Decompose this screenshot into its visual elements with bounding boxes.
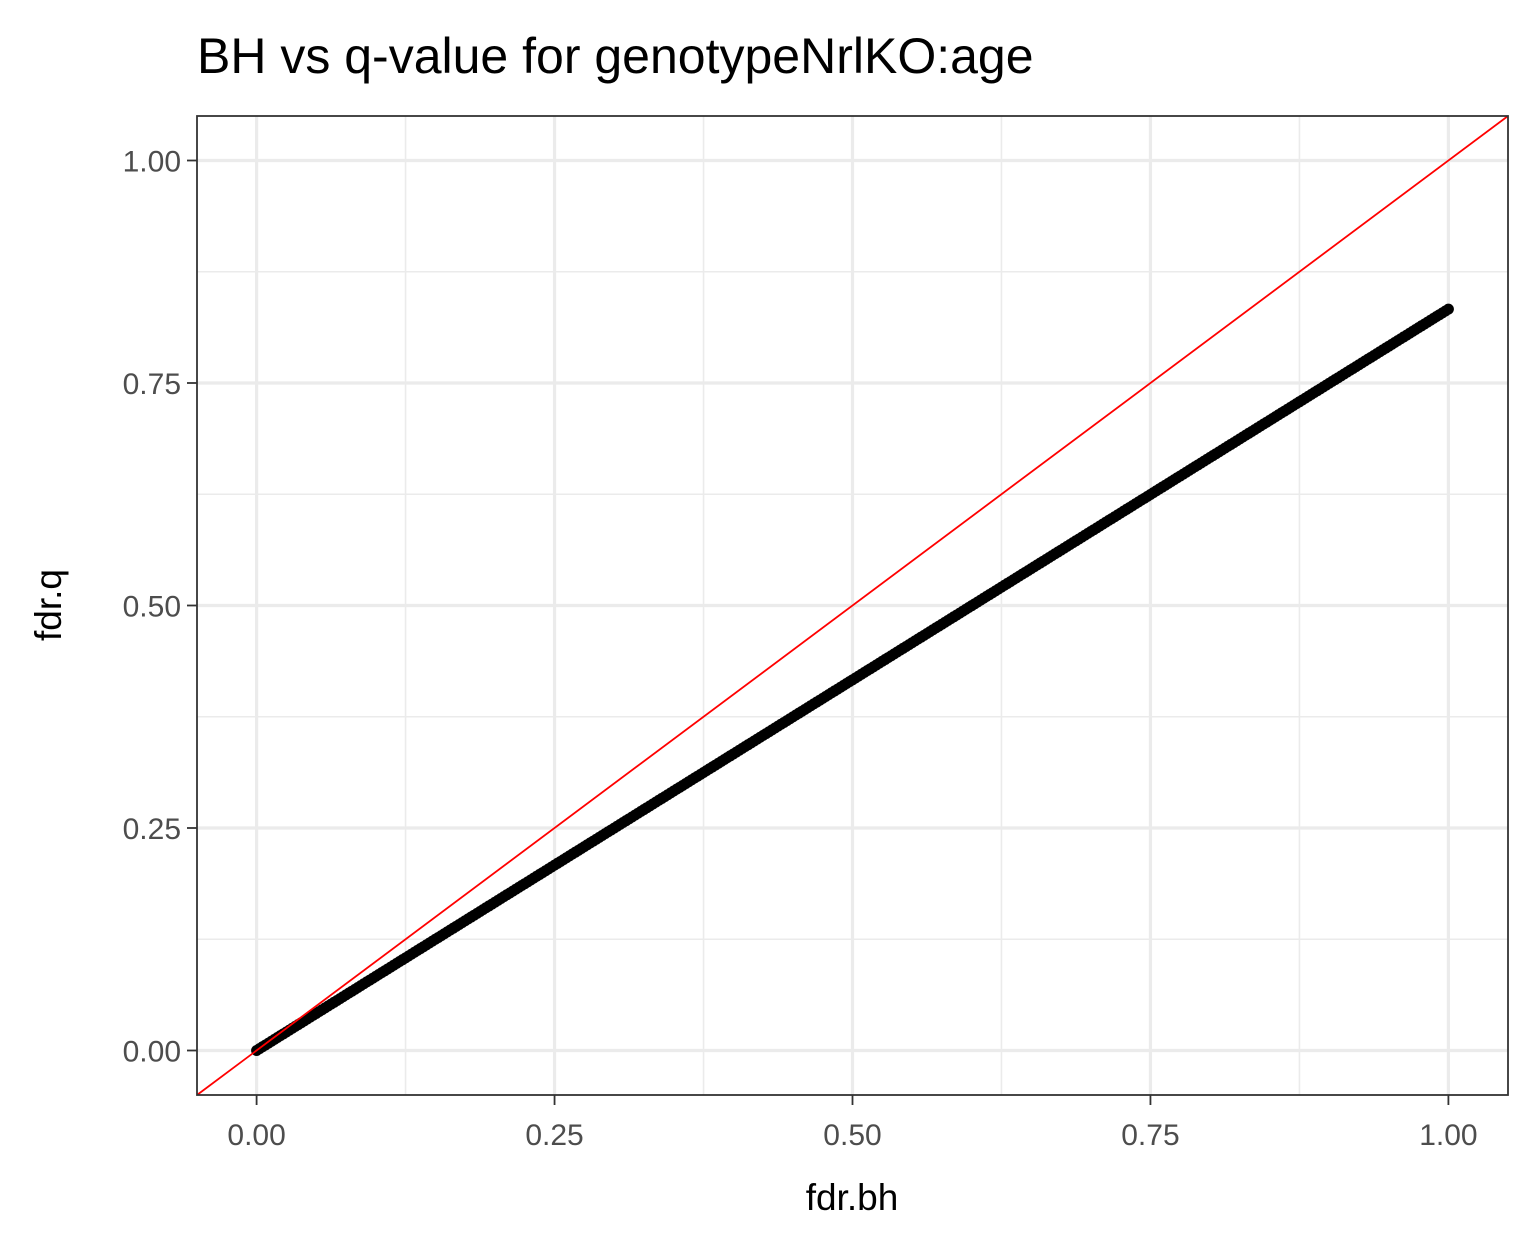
x-axis-ticks: 0.00 0.25 0.50 0.75 1.00 bbox=[227, 1095, 1478, 1152]
identity-reference-line bbox=[196, 115, 1509, 1096]
y-tick-label-1: 0.25 bbox=[123, 813, 181, 846]
y-tick-label-3: 0.75 bbox=[123, 368, 181, 401]
x-tick-label-3: 0.75 bbox=[1121, 1119, 1179, 1152]
chart-title: BH vs q-value for genotypeNrlKO:age bbox=[197, 28, 1034, 84]
y-tick-label-2: 0.50 bbox=[123, 591, 181, 624]
y-axis-ticks: 0.00 0.25 0.50 0.75 1.00 bbox=[123, 146, 197, 1069]
y-tick-label-4: 1.00 bbox=[123, 146, 181, 179]
y-tick-label-0: 0.00 bbox=[123, 1036, 181, 1069]
x-tick-label-4: 1.00 bbox=[1419, 1119, 1477, 1152]
x-axis-title: fdr.bh bbox=[806, 1177, 899, 1218]
x-tick-label-2: 0.50 bbox=[823, 1119, 881, 1152]
data-point-0-400 bbox=[1442, 303, 1454, 315]
y-axis-title: fdr.q bbox=[28, 569, 69, 641]
x-tick-label-0: 0.00 bbox=[227, 1119, 285, 1152]
x-tick-label-1: 0.25 bbox=[525, 1119, 583, 1152]
